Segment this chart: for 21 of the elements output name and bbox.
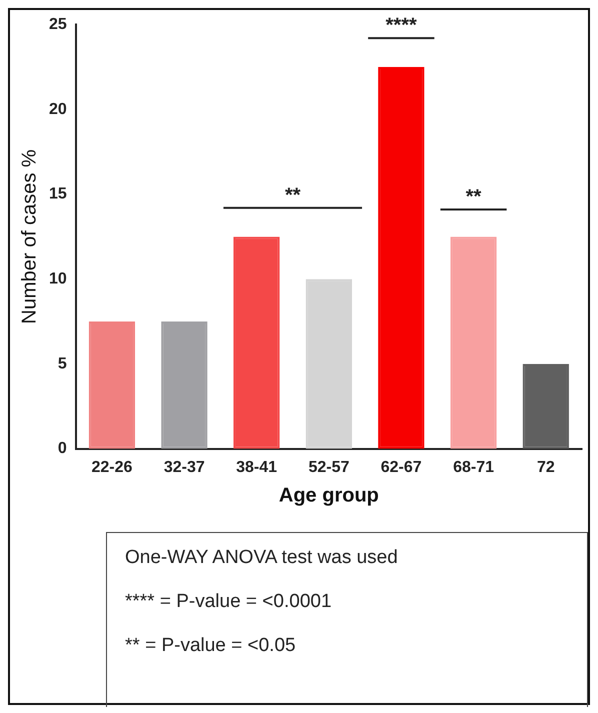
x-tick-label: 68-71 <box>453 458 494 476</box>
x-tick-label: 32-37 <box>164 458 205 476</box>
x-tick-label: 22-26 <box>91 458 133 476</box>
annotation: ** <box>466 186 482 208</box>
y-tick-label: 20 <box>49 100 67 118</box>
x-axis-title: Age group <box>278 484 379 507</box>
text: One-WAY ANOVA test was used <box>125 547 399 569</box>
x-tick-label: 52-57 <box>308 458 350 476</box>
x-tick-label: 72 <box>536 458 555 476</box>
y-axis-title: Number of cases % <box>18 149 41 324</box>
y-tick-label: 0 <box>58 440 67 458</box>
y-tick-label: 10 <box>49 270 67 288</box>
text: **** = P-value = <0.0001 <box>125 591 333 613</box>
x-tick-label: 62-67 <box>380 458 422 476</box>
y-tick-label: 25 <box>49 16 67 34</box>
annotation: ** <box>284 184 301 206</box>
y-tick-label: 15 <box>49 186 67 203</box>
text: ** = P-value = <0.05 <box>125 635 297 657</box>
y-tick-label: 5 <box>58 355 67 372</box>
x-tick-label: 38-41 <box>236 458 278 476</box>
annotation: **** <box>386 14 417 37</box>
